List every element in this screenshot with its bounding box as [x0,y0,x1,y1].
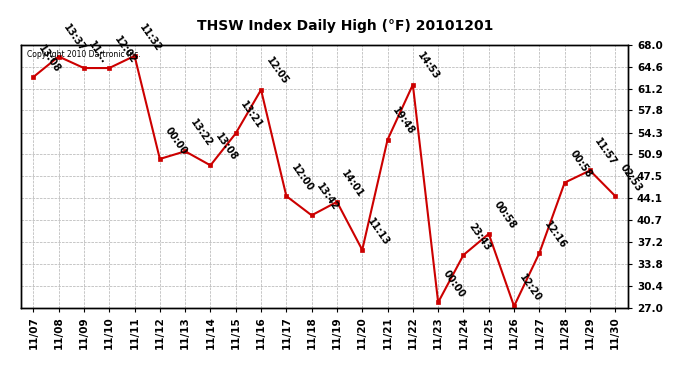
Text: 11:..: 11:.. [87,39,109,65]
Text: 19:48: 19:48 [391,106,416,137]
Text: 12:20: 12:20 [517,272,543,303]
Text: 12:00: 12:00 [289,162,315,194]
Text: Copyright 2010 Dartronic Inc.: Copyright 2010 Dartronic Inc. [27,50,140,59]
Text: THSW Index Daily High (°F) 20101201: THSW Index Daily High (°F) 20101201 [197,19,493,33]
Text: 14:01: 14:01 [339,168,366,199]
Text: 23:43: 23:43 [466,221,492,252]
Text: 13:37: 13:37 [61,22,88,54]
Text: 13:22: 13:22 [188,117,214,148]
Text: 13:08: 13:08 [213,131,239,163]
Text: 02:53: 02:53 [618,162,644,194]
Text: 13:42: 13:42 [315,182,340,213]
Text: 12:16: 12:16 [542,219,568,250]
Text: 12:05: 12:05 [264,56,290,87]
Text: 00:00: 00:00 [441,268,467,300]
Text: 12:02: 12:02 [112,34,138,65]
Text: 11:13: 11:13 [365,216,391,247]
Text: 14:53: 14:53 [415,51,442,82]
Text: 11:57: 11:57 [593,136,619,168]
Text: 13:21: 13:21 [239,99,264,130]
Text: 00:58: 00:58 [491,200,518,231]
Text: 11:32: 11:32 [137,22,164,53]
Text: 13:08: 13:08 [36,43,62,74]
Text: 00:58: 00:58 [567,148,593,180]
Text: 00:00: 00:00 [163,125,188,156]
